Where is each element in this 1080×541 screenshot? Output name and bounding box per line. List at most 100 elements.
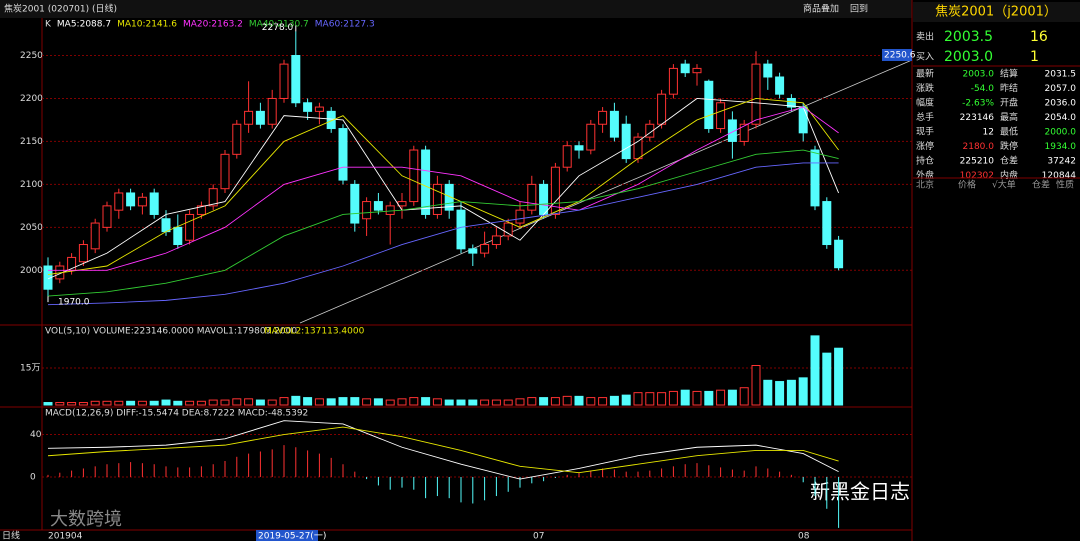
candle-body (645, 123, 655, 138)
volume-bar (692, 390, 702, 406)
annotation: 2278.0 (262, 23, 294, 33)
volume-bar (598, 397, 608, 406)
time-label: 201904 (48, 532, 83, 541)
volume-bar (798, 377, 808, 406)
volume-bar (550, 397, 560, 406)
candle-body (692, 67, 702, 74)
volume-bar (78, 402, 88, 406)
quote-label: 涨跌 (916, 83, 934, 94)
y-tick-label: 2050 (20, 223, 43, 233)
candle-body (373, 201, 383, 211)
volume-bar (586, 397, 596, 406)
quote-volume: 16 (1030, 29, 1048, 45)
candle-body (810, 149, 820, 207)
candle-body (362, 201, 372, 220)
volume-bar (196, 400, 206, 406)
volume-bar (739, 387, 749, 406)
quote-value: 2057.0 (1045, 84, 1077, 94)
y-tick-label: 2200 (20, 94, 43, 104)
candle-body (173, 226, 183, 246)
candle-body (279, 63, 289, 99)
quote-label: 买入 (916, 52, 934, 63)
candle-body (232, 123, 242, 155)
candle-body (326, 110, 336, 130)
time-label: 2019-05-27(一) (258, 532, 326, 541)
y-tick-label: 2150 (20, 137, 43, 147)
volume-bar (279, 397, 289, 406)
candle-body (515, 209, 525, 224)
quote-tab: 性质 (1056, 179, 1074, 191)
y-tick-label: 15万 (20, 363, 40, 373)
candle-body (90, 222, 100, 250)
volume-bar (43, 402, 53, 406)
volume-bar (432, 398, 442, 406)
volume-bar (468, 399, 478, 406)
quote-value: -2.63% (962, 99, 994, 109)
volume-bar (409, 397, 419, 406)
candle-body (456, 209, 466, 250)
volume-bar (645, 392, 655, 406)
ma-legend: MA20:2163.2 (183, 20, 243, 30)
time-label: 08 (798, 532, 810, 541)
price-tag-label: 2250.6 (884, 50, 916, 60)
volume-bar (421, 397, 431, 406)
volume-bar (338, 397, 348, 406)
candle-body (303, 102, 313, 112)
candle-body (657, 93, 667, 125)
volume-bar (621, 394, 631, 406)
volume-bar (161, 399, 171, 406)
candle-body (834, 239, 844, 269)
volume-bar (255, 399, 265, 406)
volume-title: VOL(5,10) VOLUME:223146.0000 MAVOL1:1798… (45, 327, 297, 337)
quote-value: 1934.0 (1045, 142, 1077, 152)
volume-bar (220, 399, 230, 406)
y-tick-label: 2100 (20, 180, 43, 190)
candle-body (751, 63, 761, 125)
cursor-date-box (256, 530, 318, 541)
volume-bar (810, 335, 820, 406)
ma-legend: MA60:2127.3 (315, 20, 375, 30)
candle-body (114, 192, 124, 211)
quote-price: 2003.5 (944, 29, 993, 45)
toolbar-button[interactable]: 回到 (850, 3, 868, 15)
quote-value: 2180.0 (963, 142, 995, 152)
quote-label: 涨停 (916, 140, 934, 152)
quote-value: 225210 (960, 157, 995, 167)
candle-body (126, 192, 136, 207)
candle-body (267, 97, 277, 125)
volume-bar (480, 399, 490, 406)
ma-legend: MA10:2141.6 (117, 20, 177, 30)
volume-bar (763, 379, 773, 406)
quote-label: 跌停 (1000, 140, 1018, 152)
macd-title: MACD(12,26,9) DIFF:-15.5474 DEA:8.7222 M… (45, 409, 308, 419)
volume-bar (303, 397, 313, 406)
volume-bar (362, 398, 372, 406)
quote-value: 2031.5 (1045, 70, 1077, 80)
watermark: 新黑金日志 (810, 480, 910, 504)
quote-tab: √大单 (992, 179, 1016, 191)
symbol: 焦炭2001 (020701) (日线) (4, 3, 117, 15)
candle-body (704, 80, 714, 130)
price-tag (882, 48, 912, 61)
candle-body (609, 110, 619, 138)
quote-value: 102302 (960, 171, 994, 181)
quote-value: 2036.0 (1045, 99, 1077, 109)
quote-tab: 北京 (916, 179, 934, 191)
toolbar-button[interactable]: 商品叠加 (803, 3, 839, 15)
quote-value: -54.0 (971, 84, 995, 94)
candle-body (574, 145, 584, 151)
volume-bar (786, 379, 796, 406)
candle-body (598, 110, 608, 125)
volume-bar (751, 365, 761, 406)
volume-bar (444, 399, 454, 406)
candle-body (444, 183, 454, 211)
candle-body (350, 183, 360, 224)
macd-line (47, 420, 839, 480)
quote-label: 持仓 (916, 155, 934, 167)
candle-body (562, 145, 572, 168)
quote-tab: 价格 (958, 179, 976, 191)
volume-bar (114, 400, 124, 406)
candle-body (503, 222, 513, 237)
